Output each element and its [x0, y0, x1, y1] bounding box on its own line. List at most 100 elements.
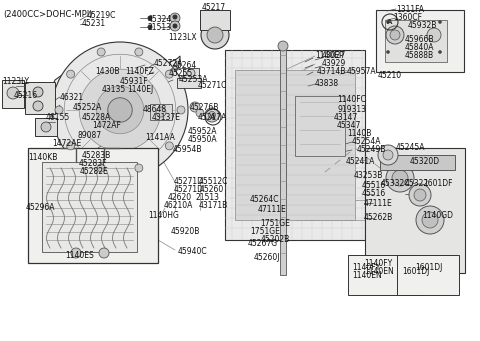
Circle shape	[135, 164, 143, 172]
Circle shape	[378, 145, 398, 165]
Bar	[365, 148, 465, 273]
Text: 45264: 45264	[173, 60, 197, 70]
Text: 43027: 43027	[322, 51, 346, 60]
Bar	[200, 10, 228, 28]
Text: 1140ES: 1140ES	[65, 251, 94, 260]
Text: 47111E: 47111E	[258, 206, 287, 214]
Text: 1140EP: 1140EP	[315, 50, 344, 59]
Circle shape	[97, 48, 105, 56]
Text: 45931F: 45931F	[120, 77, 149, 87]
Circle shape	[147, 25, 153, 30]
Bar	[348, 255, 422, 295]
Circle shape	[187, 69, 195, 77]
Text: 45245A: 45245A	[396, 144, 425, 152]
Text: 45262B: 45262B	[364, 213, 393, 222]
Circle shape	[392, 170, 408, 186]
Circle shape	[190, 102, 200, 112]
Text: 1751GE: 1751GE	[260, 220, 290, 228]
Text: 45296A: 45296A	[26, 204, 56, 212]
Text: 45516: 45516	[362, 190, 386, 198]
Bar	[295, 96, 345, 156]
Text: 43253B: 43253B	[354, 170, 384, 179]
Text: 43838: 43838	[315, 79, 339, 89]
Circle shape	[33, 87, 43, 97]
Text: 45241A: 45241A	[346, 158, 375, 166]
Circle shape	[422, 212, 438, 228]
Text: 45255: 45255	[169, 70, 193, 78]
Circle shape	[79, 69, 161, 151]
Text: 21513: 21513	[148, 24, 172, 32]
Text: 45228A: 45228A	[82, 114, 111, 122]
Circle shape	[177, 106, 185, 114]
Text: 45231: 45231	[82, 19, 106, 29]
Text: 45253A: 45253A	[179, 75, 208, 85]
Bar	[150, 104, 172, 120]
Text: 1140EJ: 1140EJ	[127, 85, 153, 93]
Circle shape	[170, 21, 180, 31]
Text: 43135: 43135	[102, 85, 126, 93]
Text: 43171B: 43171B	[199, 202, 228, 210]
Bar	[225, 50, 365, 240]
Text: 45952A: 45952A	[188, 127, 217, 135]
Circle shape	[196, 109, 204, 117]
Circle shape	[7, 87, 19, 99]
Text: 45210: 45210	[378, 72, 402, 80]
Text: 45920B: 45920B	[171, 226, 200, 236]
Text: 45249B: 45249B	[357, 146, 386, 154]
Circle shape	[165, 70, 173, 78]
Bar	[235, 70, 355, 220]
Text: 45202B: 45202B	[261, 236, 290, 244]
Text: 45516: 45516	[362, 180, 386, 190]
Text: 1140EN: 1140EN	[364, 267, 394, 276]
Bar	[35, 118, 57, 136]
Circle shape	[156, 107, 166, 117]
Text: 43714B: 43714B	[317, 68, 347, 76]
Text: 45271C: 45271C	[198, 80, 228, 89]
Text: (2400CC>DOHC-MPI): (2400CC>DOHC-MPI)	[3, 10, 93, 19]
Circle shape	[71, 248, 81, 258]
Text: 45512C: 45512C	[199, 178, 228, 187]
Circle shape	[170, 13, 180, 23]
Text: 47111E: 47111E	[364, 198, 393, 208]
Text: 1472AE: 1472AE	[52, 139, 81, 148]
Text: 1140KB: 1140KB	[28, 152, 58, 162]
Text: 1601DJ: 1601DJ	[402, 267, 430, 276]
Circle shape	[165, 142, 173, 150]
Circle shape	[55, 106, 63, 114]
Text: 45217: 45217	[202, 3, 226, 13]
Text: 919313: 919313	[337, 104, 366, 114]
Text: 46155: 46155	[46, 113, 70, 121]
Text: 45260: 45260	[200, 186, 224, 194]
Text: 45940C: 45940C	[178, 247, 208, 255]
Text: 45954B: 45954B	[173, 146, 203, 154]
Text: 1430B: 1430B	[95, 66, 120, 75]
Text: 45282E: 45282E	[80, 166, 109, 176]
Bar	[2, 80, 24, 108]
Bar	[200, 10, 230, 30]
Bar	[280, 45, 286, 275]
Text: 43137E: 43137E	[152, 114, 181, 122]
Text: 21513: 21513	[196, 193, 220, 203]
Text: A: A	[210, 114, 216, 120]
Circle shape	[67, 142, 75, 150]
Text: 1141AA: 1141AA	[145, 133, 175, 143]
Text: 45950A: 45950A	[188, 135, 217, 145]
Bar	[28, 148, 158, 263]
Text: 45320D: 45320D	[410, 158, 440, 166]
Circle shape	[207, 27, 223, 43]
Circle shape	[278, 41, 288, 51]
Circle shape	[172, 24, 178, 29]
Circle shape	[414, 189, 426, 201]
Bar	[397, 255, 459, 295]
Text: 45271D: 45271D	[174, 186, 204, 194]
Text: 1751GE: 1751GE	[250, 227, 280, 237]
Text: 1601DF: 1601DF	[423, 178, 453, 188]
Polygon shape	[48, 56, 180, 136]
Bar	[42, 162, 137, 252]
Text: 1311FA: 1311FA	[396, 4, 424, 14]
Text: 43147: 43147	[334, 114, 358, 122]
Text: 43929: 43929	[322, 59, 346, 69]
Text: 48648: 48648	[143, 104, 167, 114]
Text: 45260J: 45260J	[254, 253, 280, 263]
Circle shape	[409, 184, 431, 206]
